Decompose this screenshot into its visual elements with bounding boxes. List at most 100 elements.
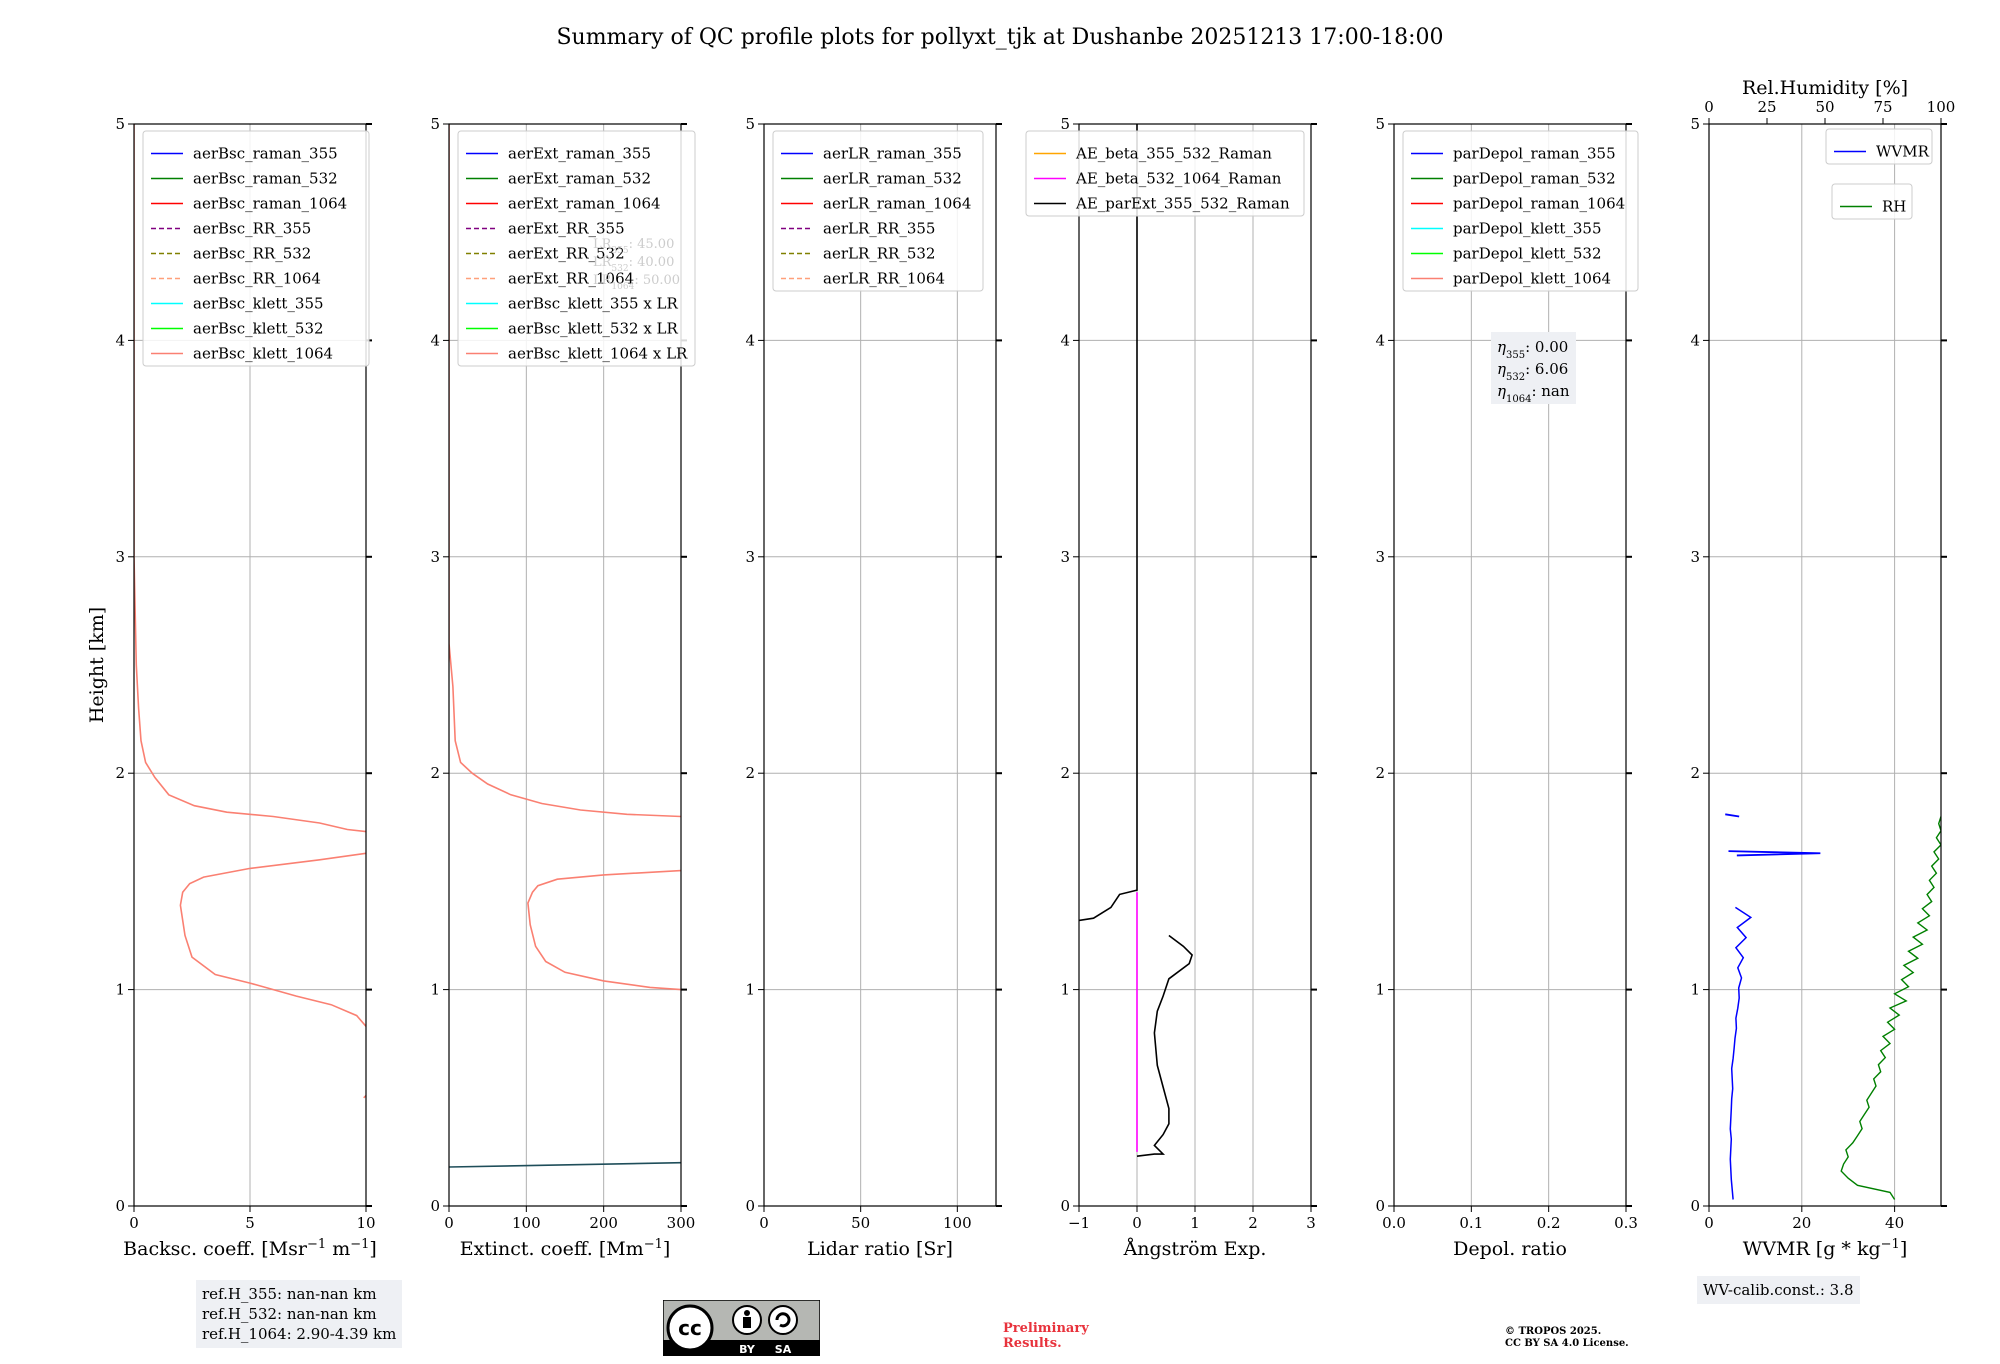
y-tick-label-1: 1 [1375, 981, 1385, 999]
share-alike-icon [768, 1305, 798, 1335]
legend-entry-3: aerLR_RR_355 [823, 220, 935, 238]
y-tick-label-4: 4 [1060, 331, 1070, 349]
legend-frame [142, 130, 370, 367]
eta-355: η355: 0.00 [1497, 338, 1568, 361]
legend-frame [1825, 128, 1933, 165]
top-x-axis-label: Rel.Humidity [%] [1742, 77, 1908, 99]
legend: AE_beta_355_532_Raman AE_beta_532_1064_Ra… [1025, 130, 1305, 217]
series-group [1725, 813, 1941, 1200]
y-tick-label-1: 1 [745, 981, 755, 999]
legend-entry-7: aerBsc_klett_532 x LR [508, 320, 679, 338]
x-tick-label-3: 300 [667, 1214, 696, 1232]
y-tick-label-1: 1 [430, 981, 440, 999]
series-group [449, 124, 681, 1168]
ref-h-1064: ref.H_1064: 2.90-4.39 km [202, 1325, 397, 1343]
x-tick-label-2: 0.2 [1537, 1214, 1561, 1232]
series-group [1079, 124, 1194, 1157]
wv-calibration-box: WV-calib.const.: 3.8 [1697, 1276, 1860, 1304]
y-tick-label-3: 3 [745, 548, 755, 566]
ref-h-532: ref.H_532: nan-nan km [202, 1305, 377, 1323]
reference-height-box: ref.H_355: nan-nan km ref.H_532: nan-nan… [196, 1280, 403, 1348]
x-tick-label-1: 0.1 [1459, 1214, 1483, 1232]
legend-entry-4: aerLR_RR_532 [823, 245, 935, 263]
lr-annotation-2: LR1064: 50.00 [593, 273, 680, 292]
y-tick-label-2: 2 [745, 764, 755, 782]
legend-entry-4: aerBsc_RR_532 [193, 245, 311, 263]
legend-entry-5: aerBsc_RR_1064 [193, 270, 321, 288]
y-tick-label-5: 5 [115, 115, 125, 133]
legend-entry-1: aerLR_raman_532 [823, 170, 962, 188]
eta-box [1491, 332, 1576, 404]
y-tick-label-4: 4 [1690, 331, 1700, 349]
series-line-1 [527, 869, 681, 991]
x-tick-label-1: 100 [512, 1214, 541, 1232]
plot-frame [1393, 123, 1627, 1207]
series-line-1 [179, 852, 366, 1027]
eta-1064: η1064: nan [1497, 382, 1570, 405]
y-tick-label-2: 2 [1690, 764, 1700, 782]
y-tick-label-3: 3 [1375, 548, 1385, 566]
panel-depolarization: 0.0 0.1 0.2 0.3 0 1 2 3 4 5 Depol. ratio parDepol_r… [1375, 115, 1639, 1260]
x-tick-label-0: 0 [759, 1214, 769, 1232]
rh-profile [1840, 816, 1941, 1200]
plot-frame [448, 123, 682, 1207]
legend-entry-0: parDepol_raman_355 [1453, 145, 1616, 163]
series-line-0 [449, 124, 681, 818]
y-tick-label-5: 5 [1375, 115, 1385, 133]
x-tick-label-1: 50 [851, 1214, 870, 1232]
legend-entry-2: parDepol_raman_1064 [1453, 195, 1625, 213]
legend-entry-0: aerExt_raman_355 [508, 145, 651, 163]
legend-entry-2: aerLR_raman_1064 [823, 195, 971, 213]
top-x-tick-label-3: 75 [1873, 98, 1892, 116]
x-tick-label-2: 100 [943, 1214, 972, 1232]
preliminary-results-note: Preliminary Results. [1003, 1321, 1089, 1351]
lr-annotation-0: LR355: 45.00 [593, 237, 674, 256]
legend-entry-4: aerExt_RR_532 [508, 245, 625, 263]
panel-lidar_ratio: 0 50 100 0 1 2 3 4 5 Lidar ratio [Sr] aerLR_raman_… [745, 115, 1002, 1260]
top-x-tick-label-0: 0 [1704, 98, 1714, 116]
legend: parDepol_raman_355 parDepol_raman_532 parD… [1402, 130, 1639, 292]
x-axis-label: Lidar ratio [Sr] [807, 1238, 953, 1260]
x-tick-label-2: 10 [356, 1214, 375, 1232]
legend-frame [1402, 130, 1639, 292]
y-tick-label-0: 0 [745, 1197, 755, 1215]
y-tick-label-5: 5 [745, 115, 755, 133]
legend-entry-0: AE_beta_355_532_Raman [1075, 145, 1272, 163]
top-x-tick-label-1: 25 [1757, 98, 1776, 116]
license-by-label: BY [739, 1343, 756, 1356]
wvmr-profile [1729, 906, 1753, 1200]
legend-entry-1: aerBsc_raman_532 [193, 170, 338, 188]
y-tick-label-0: 0 [1690, 1197, 1700, 1215]
y-tick-label-0: 0 [430, 1197, 440, 1215]
figure-title: Summary of QC profile plots for pollyxt_… [556, 25, 1443, 50]
legend-frame [772, 130, 984, 292]
series-line-0 [134, 124, 366, 833]
legend: aerLR_raman_355 aerLR_raman_532 aerLR_rama… [772, 130, 984, 292]
legend-entry-1: aerExt_raman_532 [508, 170, 651, 188]
panel-extinction: 0 100 200 300 0 1 2 3 4 5 Extinct. coeff. [Mm−1] ae… [430, 115, 696, 1260]
wv-calib-const: WV-calib.const.: 3.8 [1703, 1281, 1854, 1299]
cc-by-sa-license-badge: cc BY SA [663, 1300, 820, 1356]
legend-entry-8: aerBsc_klett_1064 x LR [508, 345, 688, 363]
x-tick-label-3: 0.3 [1614, 1214, 1638, 1232]
y-tick-label-2: 2 [430, 764, 440, 782]
x-tick-label-2: 200 [589, 1214, 618, 1232]
series-line-0 [1079, 124, 1138, 922]
y-tick-label-3: 3 [115, 548, 125, 566]
legend-entry-0: RH [1882, 198, 1906, 216]
plot-frame [763, 123, 997, 1207]
legend-frame [457, 130, 696, 367]
legend-entry-2: aerBsc_raman_1064 [193, 195, 347, 213]
legend-entry-0: aerLR_raman_355 [823, 145, 962, 163]
x-tick-label-0: 0 [129, 1214, 139, 1232]
license-sa-label: SA [775, 1343, 792, 1356]
legend-wvmr: WVMR [1825, 128, 1933, 165]
x-tick-label-2: 1 [1190, 1214, 1200, 1232]
x-tick-label-0: 0 [1704, 1214, 1714, 1232]
legend-frame [1831, 183, 1913, 220]
wvmr-spike [1728, 850, 1821, 857]
wvmr-top [1725, 813, 1740, 818]
cc-icon [666, 1304, 714, 1352]
y-tick-label-1: 1 [1060, 981, 1070, 999]
